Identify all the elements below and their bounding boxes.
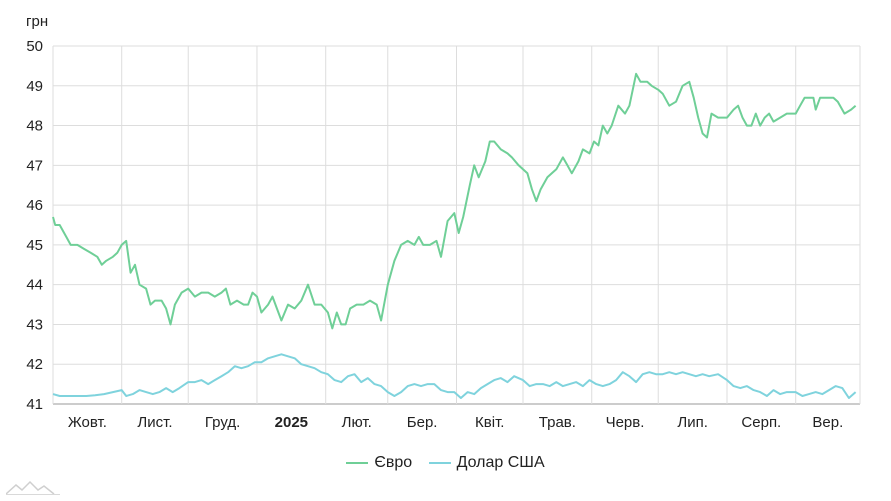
legend-item-usd[interactable]: Долар США [428,454,545,472]
x-tick-label: Трав. [539,414,576,431]
mountain-logo-icon [5,480,62,501]
legend-label-euro: Євро [374,454,413,471]
legend-item-euro[interactable]: Євро [346,454,412,472]
y-tick-label: 45 [26,237,43,254]
x-tick-label: 2025 [275,414,308,431]
y-axis-unit: грн [26,13,48,30]
x-tick-label: Серп. [741,414,781,431]
y-tick-label: 41 [26,396,43,413]
y-tick-label: 47 [26,157,43,174]
series-line-euro [52,72,857,330]
x-tick-label: Бер. [407,414,438,431]
x-tick-label: Вер. [812,414,843,431]
y-tick-label: 48 [26,118,43,135]
legend-swatch-usd [428,462,451,464]
x-tick-label: Жовт. [68,414,107,431]
x-tick-label: Груд. [205,414,240,431]
series-line-usd [52,353,857,399]
grid [52,45,861,405]
y-tick-label: 50 [26,38,43,55]
y-tick-label: 43 [26,316,43,333]
x-tick-label: Лют. [342,414,372,431]
x-axis-ticks: Жовт. Лист. Груд. 2025 Лют. Бер. Квіт. Трав. Чер… [68,414,843,431]
legend-swatch-euro [346,462,369,464]
x-tick-label: Квіт. [475,414,504,431]
line-chart: 50 49 48 47 46 45 44 43 42 41 грн Жовт. Лист. Груд.… [26,13,861,431]
y-tick-label: 44 [26,277,43,294]
y-tick-label: 42 [26,356,43,373]
x-tick-label: Черв. [606,414,645,431]
y-tick-label: 46 [26,197,43,214]
x-tick-label: Лист. [137,414,172,431]
series-lines [52,72,857,399]
legend-label-usd: Долар США [456,454,545,471]
x-tick-label: Лип. [677,414,708,431]
y-axis-ticks: 50 49 48 47 46 45 44 43 42 41 [26,38,43,413]
legend: Євро Долар США [0,451,891,472]
y-tick-label: 49 [26,78,43,95]
